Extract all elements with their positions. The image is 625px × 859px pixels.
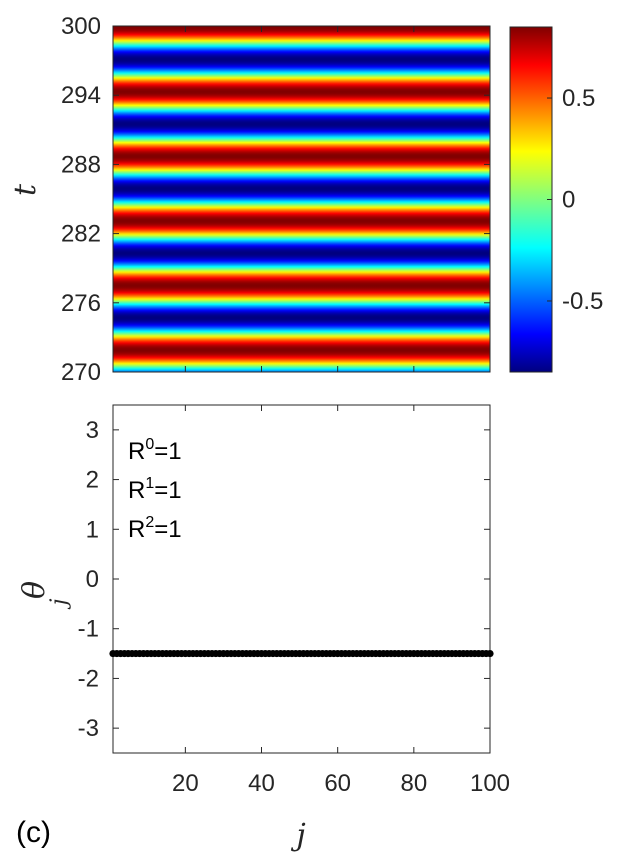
theta-point bbox=[486, 649, 494, 658]
scatter-x-tick-label: 60 bbox=[324, 770, 351, 797]
colorbar-gradient bbox=[509, 26, 553, 373]
order-parameter-base: R bbox=[128, 477, 145, 504]
heatmap-y-axis-label: t bbox=[8, 183, 43, 196]
order-parameter-value: =1 bbox=[154, 516, 181, 543]
colorbar-tick-label: -0.5 bbox=[562, 288, 603, 315]
scatter-y-tick-label: 3 bbox=[86, 417, 99, 444]
order-parameter-base: R bbox=[128, 516, 145, 543]
heatmap-y-ticks: 300 294 288 282 276 270 bbox=[61, 13, 490, 386]
order-parameter-base: R bbox=[128, 438, 145, 465]
order-parameter-label: R2=1 bbox=[128, 514, 182, 543]
scatter-y-tick-label: 0 bbox=[86, 566, 99, 593]
order-parameter-annotations: R0=1R1=1R2=1 bbox=[128, 436, 182, 543]
scatter-y-ticks: 3 2 1 0 -1 -2 -3 bbox=[78, 417, 490, 742]
scatter-y-tick-label: -3 bbox=[78, 715, 99, 742]
heatmap-frame bbox=[112, 25, 491, 373]
scatter-x-axis-label: j bbox=[290, 818, 305, 853]
heatmap-y-tick-label: 270 bbox=[61, 359, 101, 386]
heatmap-x-ticks bbox=[184, 26, 491, 372]
colorbar-tick-label: 0 bbox=[562, 187, 575, 214]
heatmap-y-tick-label: 294 bbox=[61, 82, 101, 109]
order-parameter-label: R1=1 bbox=[128, 475, 182, 504]
heatmap-y-tick-label: 282 bbox=[61, 221, 101, 248]
heatmap-panel: 300 294 288 282 276 270 t bbox=[8, 13, 491, 386]
heatmap-area bbox=[113, 26, 490, 372]
scatter-y-tick-label: -1 bbox=[78, 616, 99, 643]
scatter-y-tick-label: 2 bbox=[86, 467, 99, 494]
scatter-x-tick-label: 20 bbox=[172, 770, 199, 797]
heatmap-y-tick-label: 276 bbox=[61, 290, 101, 317]
scatter-y-axis-label-base: θ bbox=[17, 581, 52, 599]
heatmap-y-tick-label: 300 bbox=[61, 13, 101, 40]
order-parameter-value: =1 bbox=[154, 438, 181, 465]
scatter-x-ticks: 20 40 60 80 100 bbox=[172, 405, 510, 797]
heatmap-y-tick-label: 288 bbox=[61, 151, 101, 178]
scatter-x-tick-label: 100 bbox=[470, 770, 510, 797]
scatter-y-tick-label: 1 bbox=[86, 516, 99, 543]
colorbar-tick-label: 0.5 bbox=[562, 85, 595, 112]
scatter-frame bbox=[112, 404, 491, 754]
scatter-y-axis-label: θ j bbox=[17, 581, 72, 610]
order-parameter-sup: 0 bbox=[145, 436, 154, 453]
order-parameter-label: R0=1 bbox=[128, 436, 182, 465]
scatter-x-tick-label: 40 bbox=[248, 770, 275, 797]
panel-label: (c) bbox=[16, 816, 51, 849]
colorbar: 0.5 0 -0.5 bbox=[509, 26, 603, 373]
order-parameter-sup: 2 bbox=[145, 514, 154, 531]
scatter-points bbox=[109, 649, 494, 658]
order-parameter-sup: 1 bbox=[145, 475, 154, 492]
scatter-y-axis-label-sub: j bbox=[47, 598, 72, 610]
order-parameter-value: =1 bbox=[154, 477, 181, 504]
scatter-y-tick-label: -2 bbox=[78, 665, 99, 692]
scatter-x-tick-label: 80 bbox=[400, 770, 427, 797]
colorbar-ticks: 0.5 0 -0.5 bbox=[547, 85, 603, 315]
